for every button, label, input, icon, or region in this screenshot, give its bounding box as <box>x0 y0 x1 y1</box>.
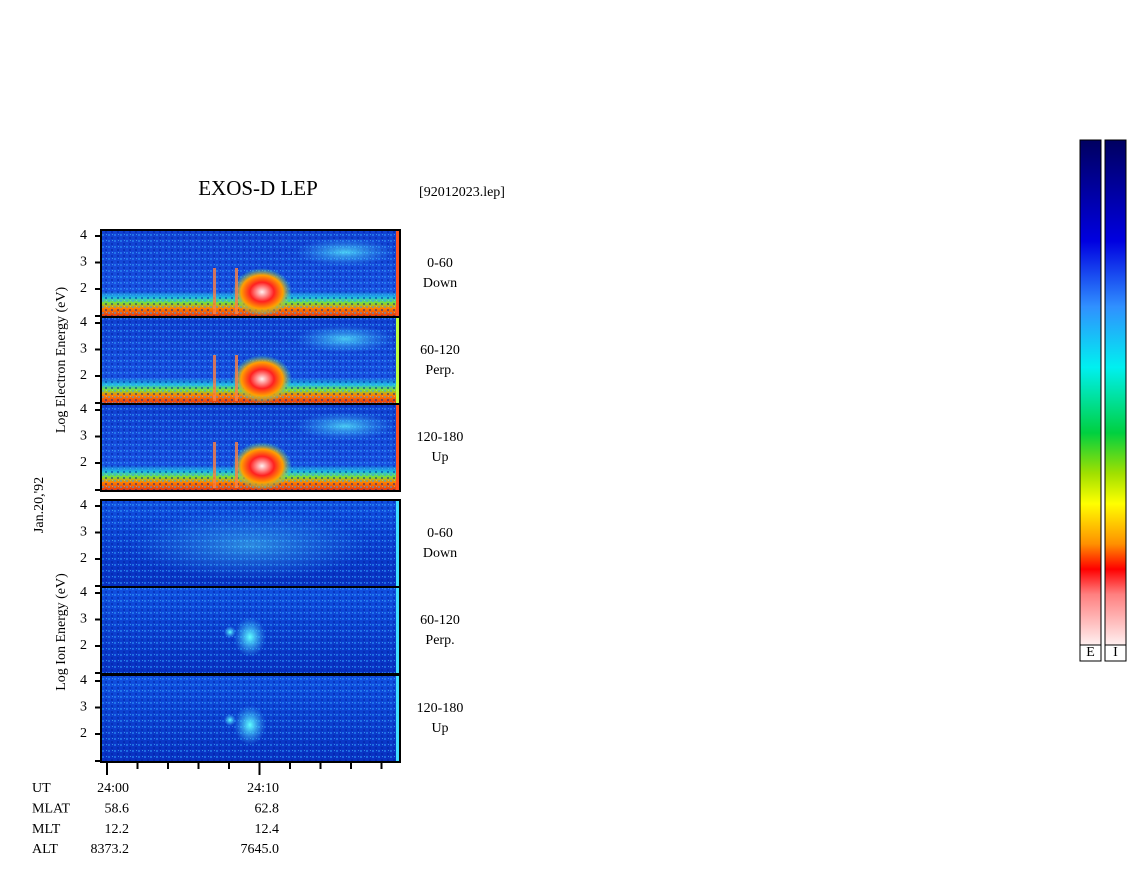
panel-angle: 0-60 <box>427 526 453 541</box>
row-value: 24:10 <box>247 781 279 796</box>
electron-axis-label: Log Electron Energy (eV) <box>54 287 69 434</box>
spike <box>235 442 238 488</box>
y-tick-label: 2 <box>80 455 87 470</box>
row-value: 12.2 <box>105 822 130 837</box>
panel-direction: Perp. <box>425 363 454 378</box>
panel-direction: Perp. <box>425 633 454 648</box>
colorbar-label: I <box>1113 645 1118 660</box>
spike <box>235 268 238 314</box>
y-tick-label: 2 <box>80 638 87 653</box>
diffuse-region <box>295 412 395 440</box>
ion-blob <box>224 714 236 726</box>
colorbar-label: E <box>1086 645 1095 660</box>
edge <box>396 317 400 404</box>
row-value: 7645.0 <box>241 842 280 857</box>
spike <box>213 442 216 488</box>
y-tick-label: 4 <box>80 498 87 513</box>
panel-angle: 120-180 <box>417 430 464 445</box>
y-tick-label: 3 <box>80 342 87 357</box>
y-tick-label: 4 <box>80 315 87 330</box>
panel-angle: 0-60 <box>427 256 453 271</box>
title: EXOS-D LEP <box>198 176 318 200</box>
diffuse-region <box>295 325 395 353</box>
ion-blob <box>234 617 266 657</box>
row-label: MLAT <box>32 802 71 817</box>
file-name: [92012023.lep] <box>419 185 505 200</box>
ion-axis-label: Log Ion Energy (eV) <box>54 573 69 691</box>
diffuse-region <box>295 238 395 266</box>
y-tick-label: 3 <box>80 525 87 540</box>
colorbar-label-box <box>1079 644 1102 662</box>
colorbar <box>1104 139 1127 646</box>
panel-angle: 120-180 <box>417 701 464 716</box>
edge <box>396 587 400 674</box>
row-label: MLT <box>32 822 61 837</box>
row-value: 8373.2 <box>91 842 130 857</box>
edge <box>396 404 400 491</box>
row-value: 12.4 <box>255 822 280 837</box>
panel-frame <box>100 403 401 492</box>
hot-region <box>232 268 292 316</box>
date-label: Jan.20,'92 <box>32 477 47 533</box>
spike <box>213 355 216 401</box>
ion-diffuse <box>130 510 370 580</box>
row-value: 58.6 <box>105 802 130 817</box>
row-value: 24:00 <box>97 781 129 796</box>
ion-blob <box>234 705 266 745</box>
edge <box>396 500 400 587</box>
y-tick-label: 4 <box>80 402 87 417</box>
colorbar <box>1079 139 1102 646</box>
y-tick-label: 4 <box>80 228 87 243</box>
edge <box>396 675 400 762</box>
row-label: UT <box>32 781 51 796</box>
spike <box>235 355 238 401</box>
y-tick-label: 2 <box>80 551 87 566</box>
y-tick-label: 2 <box>80 726 87 741</box>
y-tick-label: 3 <box>80 255 87 270</box>
row-value: 62.8 <box>255 802 280 817</box>
y-tick-label: 3 <box>80 700 87 715</box>
hot-region <box>232 442 292 490</box>
panel-direction: Down <box>423 276 457 291</box>
panel-direction: Up <box>431 721 448 736</box>
panel-direction: Up <box>431 450 448 465</box>
row-label: ALT <box>32 842 58 857</box>
y-tick-label: 2 <box>80 281 87 296</box>
spectrogram-panels: 4 3 2 0-60 Down 4 3 2 60-120 Perp. 4 3 2 120-180 Up 4 3 2… <box>80 228 464 763</box>
panel-angle: 60-120 <box>420 343 460 358</box>
y-tick-label: 3 <box>80 612 87 627</box>
panel-direction: Down <box>423 546 457 561</box>
y-tick-label: 4 <box>80 585 87 600</box>
y-tick-label: 3 <box>80 429 87 444</box>
spike <box>213 268 216 314</box>
colorbar-label-box <box>1104 644 1127 662</box>
y-tick-label: 2 <box>80 368 87 383</box>
y-tick-label: 4 <box>80 673 87 688</box>
panel-angle: 60-120 <box>420 613 460 628</box>
hot-region <box>232 355 292 403</box>
edge <box>396 230 400 317</box>
ion-blob <box>224 626 236 638</box>
